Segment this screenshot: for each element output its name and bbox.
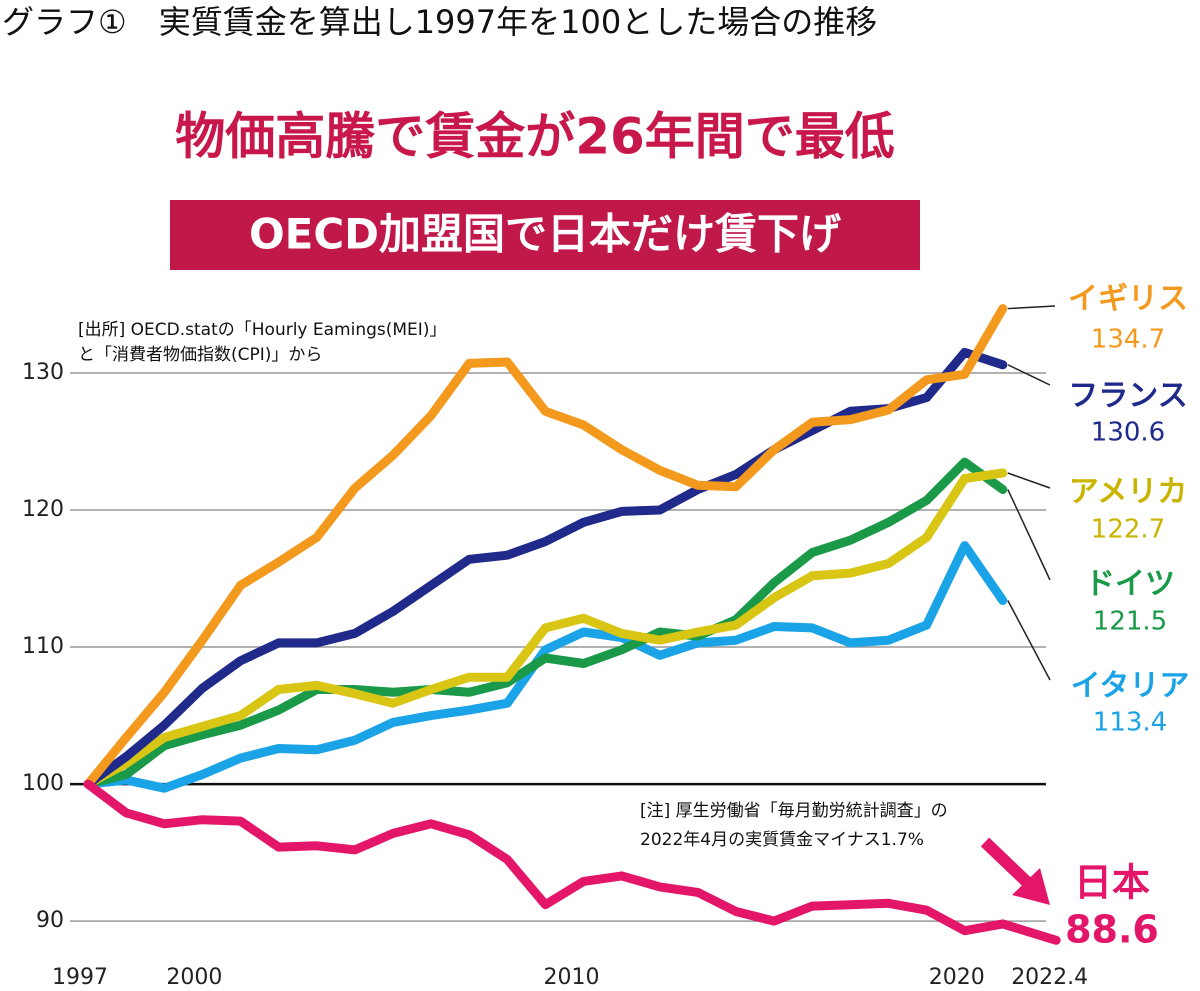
x-tick-label: 2022.4 <box>1011 965 1088 990</box>
x-tick-label: 2010 <box>544 965 600 990</box>
y-tick-label: 130 <box>22 360 64 385</box>
legend-name: アメリカ <box>1069 475 1188 510</box>
note-line: [注] 厚生労働省「毎月勤労統計調査」の <box>640 801 948 821</box>
source-line: [出所] OECD.statの「Hourly Eamings(MEI)」 <box>78 320 446 340</box>
legend-name: フランス <box>1068 379 1187 414</box>
note-line: 2022年4月の実質賃金マイナス1.7% <box>640 830 924 850</box>
y-tick-label: 90 <box>36 908 64 933</box>
series-line <box>83 541 1008 793</box>
series-line <box>83 347 1008 789</box>
legend-name: 日本 <box>1074 861 1150 905</box>
series-line <box>83 468 1008 789</box>
end-value-label: 121.5 <box>1093 607 1167 637</box>
legend-name: イタリア <box>1071 669 1190 704</box>
subtitle: OECD加盟国で日本だけ賃下げ <box>249 210 841 259</box>
note-arrow <box>980 837 1035 890</box>
chart-title: 物価高騰で賃金が26年間で最低 <box>175 108 895 166</box>
end-value-label: 130.6 <box>1091 418 1165 448</box>
leader-line <box>1007 305 1056 310</box>
leader-line <box>1007 600 1051 681</box>
series-line <box>83 457 1008 789</box>
end-value-label: 113.4 <box>1093 708 1167 738</box>
legend-name: ドイツ <box>1085 567 1175 602</box>
subtitle-banner <box>170 200 920 270</box>
x-tick-label: 1997 <box>52 965 108 990</box>
end-value-label: 122.7 <box>1091 515 1165 545</box>
y-tick-label: 120 <box>22 497 64 522</box>
y-tick-label: 100 <box>22 771 64 796</box>
plot: 90 100 110 120 130 1997 2000 2010 2020 2022.4 イタリア… <box>22 282 1189 991</box>
note-arrow-head <box>1012 868 1050 905</box>
source-line: と「消費者物価指数(CPI)」から <box>78 345 322 365</box>
end-value-label: 88.6 <box>1065 908 1159 952</box>
legend-name: イギリス <box>1068 282 1188 317</box>
x-tick-label: 2000 <box>166 965 222 990</box>
x-tick-label: 2020 <box>929 965 985 990</box>
leader-line <box>1007 364 1051 386</box>
leader-line <box>1007 472 1051 489</box>
heading: グラフ① 実質賃金を算出し1997年を100とした場合の推移 <box>2 3 877 41</box>
series-line <box>83 779 1061 945</box>
leader-line <box>1007 489 1051 581</box>
y-tick-label: 110 <box>22 634 64 659</box>
end-value-label: 134.7 <box>1091 325 1165 355</box>
series-line <box>83 304 1008 789</box>
